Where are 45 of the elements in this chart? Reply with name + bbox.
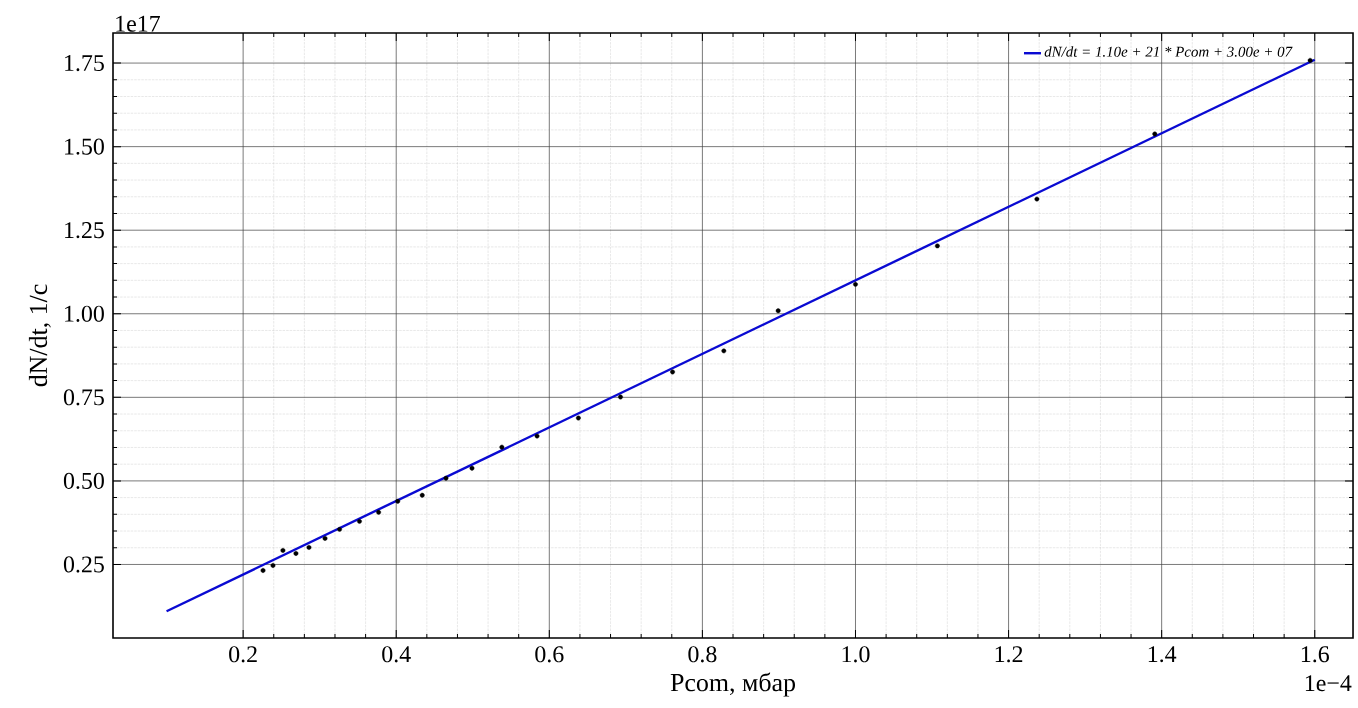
point: [775, 308, 781, 314]
point: [618, 394, 623, 400]
x-tick-label: 0.8: [688, 646, 717, 663]
point: [721, 348, 727, 354]
point: [853, 281, 858, 287]
point: [357, 518, 362, 524]
point: [499, 444, 505, 450]
point: [534, 433, 540, 439]
y-axis-title: dN/dt, 1/c: [28, 284, 51, 387]
point: [260, 568, 266, 573]
y-tick-label: 1.75: [65, 55, 104, 72]
point: [934, 243, 940, 249]
x-tick-label: 1.4: [1148, 646, 1177, 663]
text: 1e17: [116, 15, 160, 32]
y-tick-label: 0.75: [63, 389, 104, 406]
x-tick-label: 0.2: [229, 646, 257, 663]
x-tick-label: 1.0: [842, 646, 870, 663]
x-tick-label: 1.6: [1301, 646, 1329, 663]
point: [270, 563, 276, 568]
point: [280, 548, 286, 553]
text: 1e−4: [1305, 675, 1352, 692]
point: [293, 551, 299, 556]
x-axis-title: Pcom, мбар: [670, 672, 795, 697]
point: [419, 492, 425, 498]
point: [337, 526, 342, 532]
y-tick-label: 1.00: [65, 305, 104, 322]
y-tick-label: 1.25: [65, 222, 104, 239]
y-tick-label: 0.50: [63, 472, 104, 490]
point: [670, 369, 675, 375]
point: [1307, 57, 1313, 63]
y-tick-label: 1.50: [65, 138, 104, 155]
x-tick-label: 0.4: [382, 646, 411, 663]
point: [322, 535, 328, 541]
point: [443, 475, 449, 481]
point: [1034, 196, 1040, 202]
x-tick-label: 0.6: [535, 646, 564, 663]
point: [469, 465, 475, 471]
point: [395, 498, 401, 504]
point: [575, 415, 581, 421]
point: [306, 545, 312, 550]
x-tick-label: 1.2: [995, 646, 1023, 663]
y-tick-label: 0.25: [63, 556, 104, 573]
legend-label: dN/dt = 1.10e + 21 * Pcom + 3.00e + 07: [1044, 46, 1293, 57]
point: [376, 509, 382, 515]
point: [1152, 131, 1158, 137]
